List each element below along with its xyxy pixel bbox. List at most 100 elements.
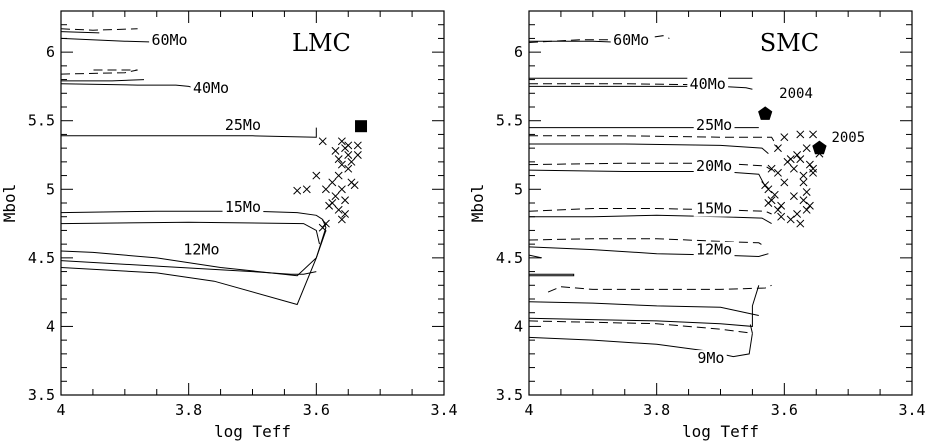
x-axis-label: log Teff <box>214 422 291 441</box>
track-solid <box>529 214 772 225</box>
star-point <box>328 178 337 187</box>
x-tick-label: 4 <box>56 401 65 419</box>
track-solid <box>529 285 760 327</box>
y-tick-label: 6 <box>514 43 523 61</box>
star-point <box>802 144 811 153</box>
star-point <box>770 190 779 199</box>
highlight-pentagon <box>758 106 773 120</box>
track-solid <box>529 254 542 259</box>
highlight-label: 2005 <box>831 130 865 146</box>
track-label: 25Mo <box>696 116 732 134</box>
track-label-bg <box>693 200 735 217</box>
star-point <box>341 196 350 205</box>
star-point <box>796 130 805 139</box>
x-tick-label: 3.8 <box>175 401 202 419</box>
star-point <box>350 181 359 190</box>
x-tick-label: 3.4 <box>898 401 925 419</box>
track-solid <box>529 143 769 154</box>
x-tick-label: 3.6 <box>771 401 798 419</box>
track-dashed <box>529 319 754 334</box>
y-axis-label: Mbol <box>0 184 19 223</box>
track-solid <box>529 273 575 277</box>
y-tick-label: 4.5 <box>28 249 55 267</box>
track-label: 12Mo <box>696 241 732 259</box>
y-axis-label: Mbol <box>468 184 487 223</box>
x-tick-label: 3.6 <box>303 401 330 419</box>
y-tick-label: 6 <box>46 43 55 61</box>
star-point <box>344 164 353 173</box>
track-label: 40Mo <box>690 75 726 93</box>
star-point <box>764 199 773 207</box>
track-solid <box>61 221 320 245</box>
x-tick-label: 3.4 <box>430 401 457 419</box>
track-solid <box>61 260 317 275</box>
y-tick-label: 4 <box>46 317 55 335</box>
track-label: 9Mo <box>697 349 724 367</box>
star-point <box>764 185 773 194</box>
track-label-bg <box>181 241 222 258</box>
track-label-bg <box>693 116 735 133</box>
y-tick-label: 5 <box>46 180 55 198</box>
star-point <box>337 137 346 146</box>
star-point <box>761 181 770 190</box>
star-point <box>331 192 340 201</box>
track-label-bg <box>222 116 264 133</box>
panel-title: LMC <box>292 29 351 57</box>
y-tick-label: 3.5 <box>496 386 523 404</box>
track-solid <box>61 79 145 82</box>
star-point <box>809 164 818 173</box>
star-point <box>353 141 362 150</box>
y-tick-label: 4 <box>514 317 523 335</box>
track-label-bg <box>190 79 232 96</box>
track-label: 12Mo <box>183 241 219 259</box>
star-point <box>347 157 356 166</box>
star-point <box>789 164 798 173</box>
track-label-bg <box>687 75 729 92</box>
star-point <box>802 188 811 196</box>
star-point <box>786 215 795 224</box>
y-tick-label: 5.5 <box>28 112 55 130</box>
star-point <box>773 205 782 214</box>
star-point <box>780 178 789 187</box>
track-solid <box>61 230 327 306</box>
track-dashed <box>529 208 772 215</box>
track-dashed <box>529 162 772 171</box>
star-point <box>318 137 327 146</box>
x-tick-label: 3.8 <box>643 401 670 419</box>
track-label-bg <box>610 31 652 48</box>
track-solid <box>529 246 769 258</box>
star-point <box>341 210 350 218</box>
star-point <box>302 185 311 194</box>
star-point <box>773 144 782 153</box>
star-point <box>777 201 786 210</box>
track-label: 20Mo <box>696 157 732 175</box>
track-label: 60Mo <box>151 31 187 49</box>
star-point <box>799 196 808 205</box>
star-point <box>799 171 808 180</box>
panel-title: SMC <box>760 29 819 57</box>
track-solid <box>529 301 759 316</box>
star-point <box>344 151 353 159</box>
star-point <box>777 212 786 221</box>
track-solid <box>61 31 100 34</box>
track-solid <box>61 127 317 138</box>
star-point <box>318 223 327 232</box>
track-label: 25Mo <box>225 116 261 134</box>
evolutionary-tracks <box>529 35 779 358</box>
star-point <box>334 155 343 164</box>
y-tick-label: 5.5 <box>496 112 523 130</box>
track-dashed <box>547 284 772 293</box>
star-point <box>796 219 805 228</box>
star-point <box>799 178 808 187</box>
star-point <box>325 201 334 210</box>
star-point <box>805 201 814 210</box>
star-point <box>337 185 346 194</box>
track-dashed <box>529 135 779 149</box>
track-label: 15Mo <box>696 200 732 218</box>
star-point <box>793 151 802 159</box>
star-point <box>802 205 811 214</box>
track-solid <box>61 82 202 94</box>
